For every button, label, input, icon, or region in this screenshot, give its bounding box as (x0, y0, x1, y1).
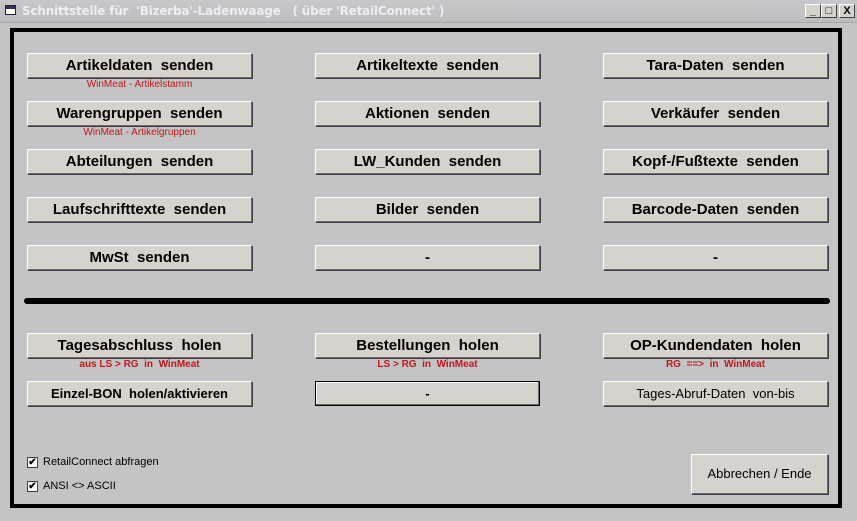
abbrechen-ende-button[interactable]: Abbrechen / Ende (691, 454, 828, 494)
verkaeufer-senden-button[interactable]: Verkäufer senden (603, 101, 828, 126)
minimize-button[interactable]: _ (805, 4, 821, 18)
einzel-bon-button[interactable]: Einzel-BON holen/aktivieren (27, 381, 252, 406)
bestellungen-hint: LS > RG in WinMeat (377, 359, 478, 370)
ansi-ascii-checkbox[interactable]: ✔ ANSI <> ASCII (27, 480, 116, 492)
lw-kunden-senden-button[interactable]: LW_Kunden senden (315, 149, 540, 174)
retailconnect-checkbox[interactable]: ✔ RetailConnect abfragen (27, 456, 159, 468)
checkbox-check-icon[interactable]: ✔ (27, 456, 38, 468)
close-button[interactable]: X (839, 4, 855, 18)
laufschrifttexte-senden-button[interactable]: Laufschrifttexte senden (27, 197, 252, 222)
bilder-senden-button[interactable]: Bilder senden (315, 197, 540, 222)
barcode-daten-senden-button[interactable]: Barcode-Daten senden (603, 197, 828, 222)
maximize-button[interactable]: □ (821, 4, 837, 18)
bestellungen-holen-button[interactable]: Bestellungen holen (315, 333, 540, 358)
warengruppen-senden-button[interactable]: Warengruppen senden (27, 101, 252, 126)
artikeldaten-senden-button[interactable]: Artikeldaten senden (27, 53, 252, 78)
artikeltexte-senden-button[interactable]: Artikeltexte senden (315, 53, 540, 78)
separator (24, 298, 830, 304)
mwst-senden-button[interactable]: MwSt senden (27, 245, 252, 270)
aktionen-senden-button[interactable]: Aktionen senden (315, 101, 540, 126)
main-frame (10, 28, 842, 508)
abteilungen-senden-button[interactable]: Abteilungen senden (27, 149, 252, 174)
warengruppen-hint: WinMeat - Artikelgruppen (83, 127, 196, 138)
empty-button-3[interactable]: - (315, 381, 540, 406)
checkbox-check-icon[interactable]: ✔ (27, 480, 38, 492)
checkbox-label: RetailConnect abfragen (43, 456, 159, 468)
window-title: Schnittstelle für 'Bizerba'-Ladenwaage (… (22, 4, 445, 18)
checkbox-label: ANSI <> ASCII (43, 480, 116, 492)
tara-daten-senden-button[interactable]: Tara-Daten senden (603, 53, 828, 78)
artikeldaten-hint: WinMeat - Artikelstamm (86, 79, 193, 90)
op-kundendaten-hint: RG ==> in WinMeat (665, 359, 766, 370)
tagesabschluss-hint: aus LS > RG in WinMeat (79, 359, 200, 370)
kopf-fusstexte-senden-button[interactable]: Kopf-/Fußtexte senden (603, 149, 828, 174)
tages-abruf-daten-button[interactable]: Tages-Abruf-Daten von-bis (603, 381, 828, 406)
title-bar: Schnittstelle für 'Bizerba'-Ladenwaage (… (0, 0, 857, 23)
tagesabschluss-holen-button[interactable]: Tagesabschluss holen (27, 333, 252, 358)
empty-button-1[interactable]: - (315, 245, 540, 270)
empty-button-2[interactable]: - (603, 245, 828, 270)
op-kundendaten-holen-button[interactable]: OP-Kundendaten holen (603, 333, 828, 358)
window-icon (5, 5, 16, 15)
